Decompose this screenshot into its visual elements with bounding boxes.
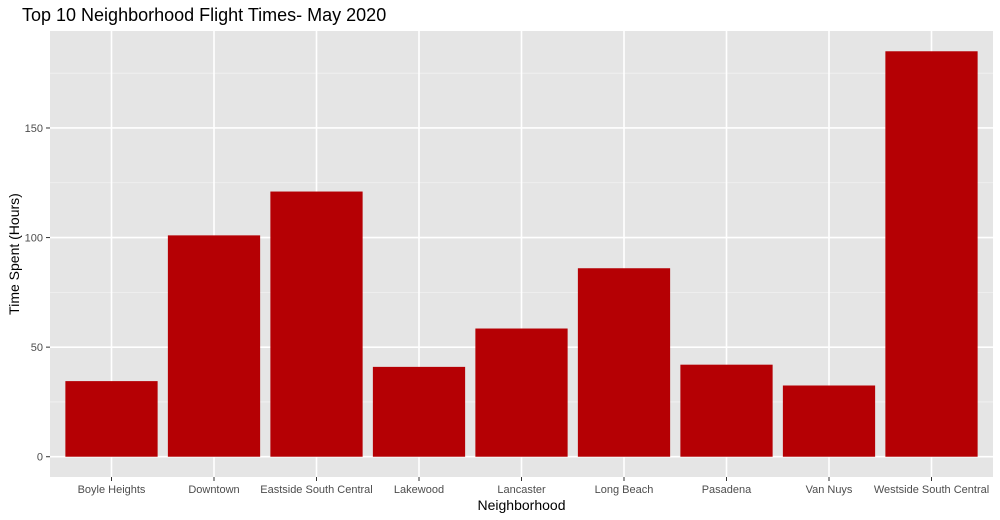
bar [270, 191, 363, 457]
bar [885, 51, 978, 457]
y-tick-label: 100 [25, 233, 43, 245]
x-tick-label: Long Beach [595, 484, 654, 496]
y-tick-label: 150 [25, 123, 43, 135]
bar [65, 381, 158, 457]
bar [372, 366, 466, 457]
x-tick-label: Lakewood [394, 484, 444, 496]
chart-title: Top 10 Neighborhood Flight Times- May 20… [22, 5, 386, 25]
x-tick-label: Eastside South Central [260, 484, 373, 496]
bar [782, 385, 876, 457]
x-tick-label: Van Nuys [806, 484, 853, 496]
bar [577, 268, 671, 457]
y-axis-title: Time Spent (Hours) [6, 193, 22, 315]
bar [167, 235, 261, 457]
bar [475, 328, 568, 457]
x-tick-label: Boyle Heights [78, 484, 146, 496]
x-tick-label: Lancaster [497, 484, 546, 496]
x-tick-label: Downtown [188, 484, 239, 496]
x-axis-title: Neighborhood [478, 497, 566, 513]
bars [65, 51, 978, 457]
bar [680, 364, 773, 457]
y-tick-label: 50 [31, 342, 43, 354]
x-axis: Boyle Heights Downtown Eastside South Cent… [78, 477, 989, 496]
x-tick-label: Westside South Central [874, 484, 989, 496]
y-axis: 0 50 100 150 [25, 123, 50, 464]
x-tick-label: Pasadena [702, 484, 752, 496]
y-tick-label: 0 [37, 452, 43, 464]
